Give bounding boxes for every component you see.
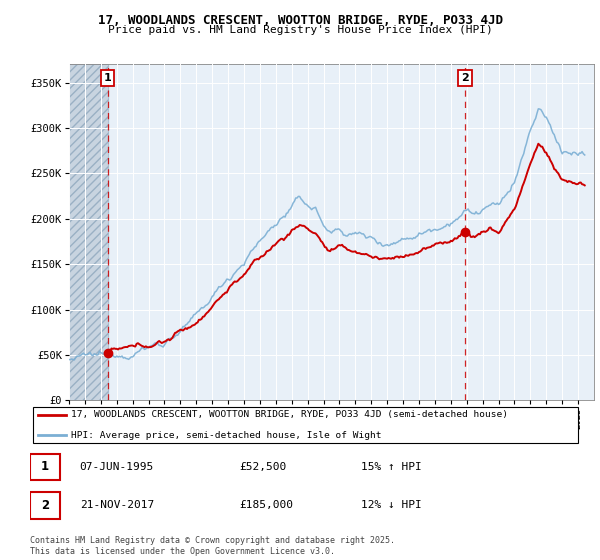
Text: Contains HM Land Registry data © Crown copyright and database right 2025.
This d: Contains HM Land Registry data © Crown c… xyxy=(30,536,395,556)
Text: 2: 2 xyxy=(461,73,469,83)
Text: £52,500: £52,500 xyxy=(240,462,287,472)
Text: 17, WOODLANDS CRESCENT, WOOTTON BRIDGE, RYDE, PO33 4JD: 17, WOODLANDS CRESCENT, WOOTTON BRIDGE, … xyxy=(97,14,503,27)
Text: 1: 1 xyxy=(41,460,49,473)
Text: Price paid vs. HM Land Registry's House Price Index (HPI): Price paid vs. HM Land Registry's House … xyxy=(107,25,493,35)
Text: 2: 2 xyxy=(41,499,49,512)
Text: 17, WOODLANDS CRESCENT, WOOTTON BRIDGE, RYDE, PO33 4JD (semi-detached house): 17, WOODLANDS CRESCENT, WOOTTON BRIDGE, … xyxy=(71,410,508,419)
Text: HPI: Average price, semi-detached house, Isle of Wight: HPI: Average price, semi-detached house,… xyxy=(71,431,382,440)
FancyBboxPatch shape xyxy=(30,454,61,480)
Text: 15% ↑ HPI: 15% ↑ HPI xyxy=(361,462,422,472)
FancyBboxPatch shape xyxy=(30,492,61,519)
FancyBboxPatch shape xyxy=(33,407,578,443)
Text: 1: 1 xyxy=(104,73,112,83)
Text: £185,000: £185,000 xyxy=(240,501,294,510)
Text: 21-NOV-2017: 21-NOV-2017 xyxy=(80,501,154,510)
Text: 12% ↓ HPI: 12% ↓ HPI xyxy=(361,501,422,510)
Text: 07-JUN-1995: 07-JUN-1995 xyxy=(80,462,154,472)
